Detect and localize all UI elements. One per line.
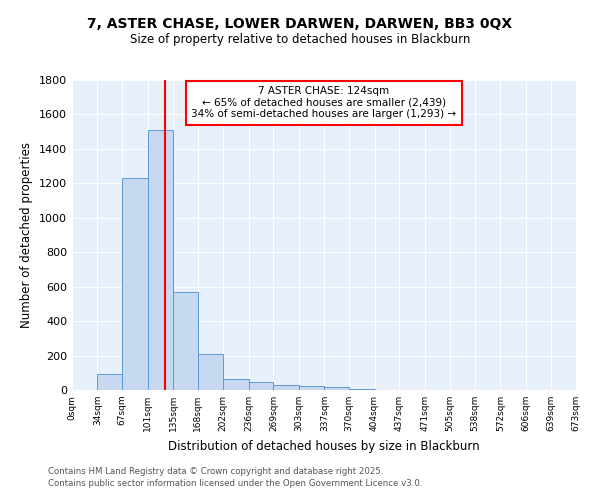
Y-axis label: Number of detached properties: Number of detached properties (20, 142, 34, 328)
Text: Contains HM Land Registry data © Crown copyright and database right 2025.: Contains HM Land Registry data © Crown c… (48, 467, 383, 476)
Bar (97, 374, 122, 390)
Bar (173, 292, 198, 390)
Bar (349, 388, 374, 390)
Bar (122, 178, 148, 390)
Bar (274, 385, 299, 390)
Bar (325, 388, 349, 390)
Bar (148, 130, 173, 390)
Text: 7, ASTER CHASE, LOWER DARWEN, DARWEN, BB3 0QX: 7, ASTER CHASE, LOWER DARWEN, DARWEN, BB… (88, 18, 512, 32)
Text: 7 ASTER CHASE: 124sqm
← 65% of detached houses are smaller (2,439)
34% of semi-d: 7 ASTER CHASE: 124sqm ← 65% of detached … (191, 86, 457, 120)
Bar (249, 382, 274, 390)
X-axis label: Distribution of detached houses by size in Blackburn: Distribution of detached houses by size … (168, 440, 480, 452)
Bar (223, 379, 249, 390)
Text: Contains public sector information licensed under the Open Government Licence v3: Contains public sector information licen… (48, 478, 422, 488)
Bar (198, 354, 223, 390)
Bar (299, 386, 325, 390)
Text: Size of property relative to detached houses in Blackburn: Size of property relative to detached ho… (130, 32, 470, 46)
